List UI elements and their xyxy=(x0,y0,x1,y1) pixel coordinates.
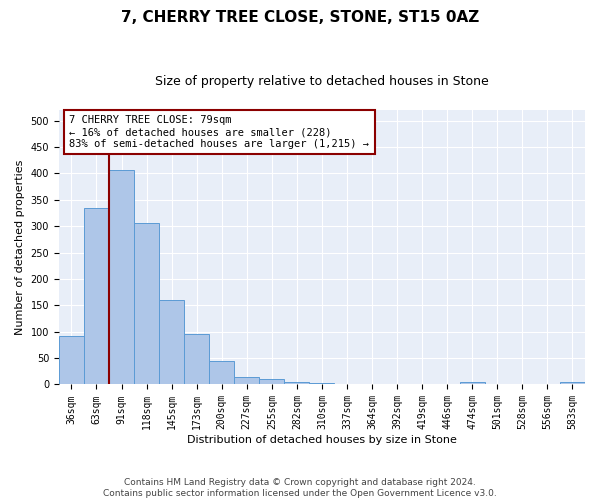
X-axis label: Distribution of detached houses by size in Stone: Distribution of detached houses by size … xyxy=(187,435,457,445)
Bar xyxy=(184,334,209,384)
Bar xyxy=(560,382,585,384)
Text: 7 CHERRY TREE CLOSE: 79sqm
← 16% of detached houses are smaller (228)
83% of sem: 7 CHERRY TREE CLOSE: 79sqm ← 16% of deta… xyxy=(70,116,370,148)
Bar xyxy=(460,382,485,384)
Text: 7, CHERRY TREE CLOSE, STONE, ST15 0AZ: 7, CHERRY TREE CLOSE, STONE, ST15 0AZ xyxy=(121,10,479,25)
Bar xyxy=(59,336,84,384)
Bar xyxy=(234,377,259,384)
Bar xyxy=(209,361,234,384)
Bar xyxy=(134,224,159,384)
Bar xyxy=(259,379,284,384)
Text: Contains HM Land Registry data © Crown copyright and database right 2024.
Contai: Contains HM Land Registry data © Crown c… xyxy=(103,478,497,498)
Bar xyxy=(109,170,134,384)
Bar xyxy=(84,208,109,384)
Bar xyxy=(284,382,310,384)
Bar xyxy=(159,300,184,384)
Y-axis label: Number of detached properties: Number of detached properties xyxy=(15,160,25,335)
Title: Size of property relative to detached houses in Stone: Size of property relative to detached ho… xyxy=(155,75,489,88)
